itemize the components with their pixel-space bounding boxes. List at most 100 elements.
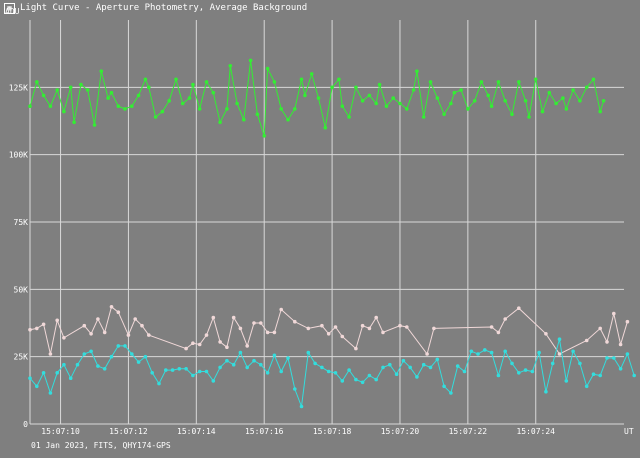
data-point <box>394 372 399 377</box>
data-point <box>184 346 188 351</box>
data-point <box>632 373 636 378</box>
data-point <box>238 326 243 331</box>
series-3 <box>28 337 636 409</box>
data-point <box>428 80 433 84</box>
x-tick-label: 15:07:24 <box>516 427 555 436</box>
data-point <box>286 356 290 360</box>
data-point <box>347 368 351 372</box>
data-point <box>564 107 569 111</box>
y-tick-label: 100K <box>9 151 28 160</box>
data-point <box>517 371 521 375</box>
data-point <box>191 82 195 87</box>
data-point <box>377 82 382 87</box>
data-point <box>618 342 623 347</box>
data-point <box>106 96 110 100</box>
data-point <box>452 90 457 95</box>
window-title: Light Curve - Aperture Photometry, Avera… <box>20 3 308 13</box>
data-point <box>354 346 358 351</box>
x-tick-label: 15:07:22 <box>449 427 488 436</box>
data-point <box>455 364 460 368</box>
data-point <box>591 77 596 82</box>
data-point <box>218 340 222 344</box>
data-point <box>462 369 467 374</box>
data-point <box>578 99 582 103</box>
data-point <box>265 66 270 71</box>
data-point <box>242 117 246 122</box>
data-point <box>584 85 589 90</box>
data-point <box>320 323 324 328</box>
data-point <box>85 88 90 92</box>
data-point <box>354 377 358 382</box>
data-point <box>180 101 185 106</box>
data-point <box>265 371 270 375</box>
data-point <box>35 384 39 389</box>
data-point <box>367 326 372 331</box>
data-point <box>116 104 121 108</box>
data-point <box>187 96 192 100</box>
data-point <box>564 379 569 383</box>
data-point <box>279 369 284 374</box>
data-point <box>204 333 209 337</box>
data-point <box>279 107 284 111</box>
title-bar: ▦ Light Curve - Aperture Photometry, Ave… <box>0 0 640 16</box>
data-point <box>204 80 209 84</box>
data-point <box>55 371 59 375</box>
data-point <box>391 96 396 100</box>
data-point <box>262 134 267 138</box>
data-point <box>231 362 236 367</box>
data-point <box>306 350 311 355</box>
data-point <box>126 333 131 337</box>
data-point <box>360 380 365 385</box>
data-point <box>309 72 314 76</box>
data-point <box>170 368 175 372</box>
data-point <box>517 80 521 84</box>
data-point <box>191 341 195 346</box>
data-point <box>584 338 589 343</box>
data-point <box>340 334 345 339</box>
data-point <box>35 326 39 331</box>
data-point <box>449 391 453 395</box>
data-point <box>293 387 297 391</box>
data-point <box>540 109 545 114</box>
data-point <box>326 369 331 374</box>
chart-footer: 01 Jan 2023, FITS, QHY174-GPS <box>31 441 171 450</box>
data-point <box>537 350 541 355</box>
series-layer <box>28 58 636 409</box>
data-point <box>109 305 114 309</box>
data-point <box>123 344 127 348</box>
data-point <box>279 307 284 312</box>
data-point <box>561 96 565 100</box>
data-point <box>109 90 114 95</box>
data-point <box>228 64 233 68</box>
data-point <box>299 404 304 409</box>
data-point <box>82 323 87 328</box>
data-point <box>55 88 59 92</box>
data-point <box>204 369 209 374</box>
data-point <box>618 367 623 371</box>
data-point <box>333 371 338 375</box>
data-point <box>496 80 501 84</box>
data-point <box>527 115 531 119</box>
data-point <box>388 362 392 367</box>
data-point <box>89 349 93 354</box>
data-point <box>28 327 32 332</box>
data-point <box>411 88 416 92</box>
data-point <box>557 352 562 356</box>
x-tick-label: 15:07:20 <box>381 427 420 436</box>
x-axis-unit: UT <box>624 427 634 436</box>
data-point <box>157 381 161 386</box>
data-point <box>255 112 260 117</box>
data-point <box>147 85 151 90</box>
data-point <box>116 310 121 315</box>
data-point <box>92 123 97 127</box>
data-point <box>483 348 487 352</box>
data-point <box>598 373 602 378</box>
data-point <box>523 99 528 103</box>
data-point <box>143 77 148 82</box>
data-point <box>517 306 521 311</box>
data-point <box>421 362 426 367</box>
data-point <box>218 120 222 125</box>
data-point <box>401 358 406 363</box>
